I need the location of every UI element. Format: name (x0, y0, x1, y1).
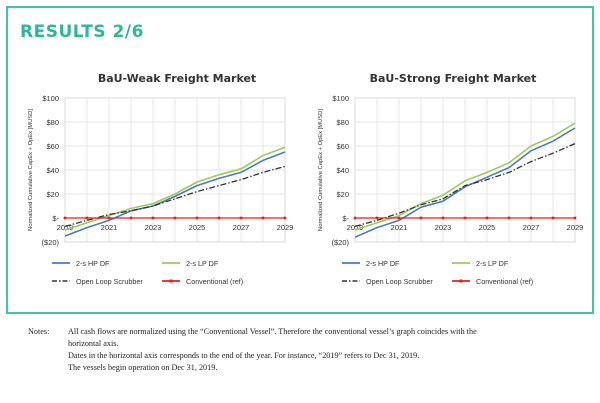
series-line-open-loop-scrubber (64, 165, 286, 228)
series-point-conventional-ref (463, 216, 467, 220)
series-point-conventional-ref (195, 216, 199, 220)
series-point-conventional-ref (173, 216, 177, 220)
y-tick-label: $100 (332, 94, 349, 103)
series-point-conventional-ref (573, 216, 577, 220)
y-axis-label: Normalized Cumulative CapEx + OpEx [MUSD… (318, 109, 324, 231)
y-tick-label: $60 (46, 142, 59, 151)
series-point-conventional-ref (85, 216, 89, 220)
legend-marker-conventional-ref (459, 279, 463, 283)
x-tick-label: 2025 (479, 223, 496, 232)
notes-label: Notes: (28, 327, 50, 336)
notes-line: Dates in the horizontal axis corresponds… (68, 351, 420, 360)
series-line-2-s-hp-df (64, 151, 286, 237)
x-tick-label: 2021 (391, 223, 408, 232)
series-point-conventional-ref (63, 216, 67, 220)
series-point-conventional-ref (397, 216, 401, 220)
notes-line: All cash flows are normalized using the … (68, 327, 477, 336)
y-tick-label: $40 (336, 166, 349, 175)
x-tick-label: 2029 (567, 223, 584, 232)
y-tick-label: $80 (46, 118, 59, 127)
y-tick-label: $20 (336, 190, 349, 199)
y-tick-label: ($20) (41, 238, 59, 247)
legend-label-conventional-ref: Conventional (ref) (476, 277, 533, 286)
series-point-conventional-ref (529, 216, 533, 220)
x-tick-label: 2023 (145, 223, 162, 232)
series-point-conventional-ref (217, 216, 221, 220)
series-point-conventional-ref (507, 216, 511, 220)
legend-label-2-s-lp-df: 2-s LP DF (186, 259, 219, 268)
series-line-2-s-hp-df (354, 127, 576, 238)
y-tick-label: ($20) (331, 238, 349, 247)
series-point-conventional-ref (151, 216, 155, 220)
legend-label-conventional-ref: Conventional (ref) (186, 277, 243, 286)
x-tick-label: 2019 (57, 223, 74, 232)
x-tick-label: 2027 (233, 223, 250, 232)
y-tick-label: $- (342, 214, 349, 223)
series-point-conventional-ref (239, 216, 243, 220)
legend-label-2-s-lp-df: 2-s LP DF (476, 259, 509, 268)
series-point-conventional-ref (107, 216, 111, 220)
series-point-conventional-ref (353, 216, 357, 220)
series-point-conventional-ref (375, 216, 379, 220)
x-tick-label: 2025 (189, 223, 206, 232)
y-tick-label: $80 (336, 118, 349, 127)
notes-line: horizontal axis. (68, 339, 119, 348)
y-tick-label: $40 (46, 166, 59, 175)
x-tick-label: 2029 (277, 223, 294, 232)
legend-label-2-s-hp-df: 2-s HP DF (76, 259, 110, 268)
series-point-conventional-ref (283, 216, 287, 220)
y-tick-label: $60 (336, 142, 349, 151)
series-line-open-loop-scrubber (354, 143, 576, 228)
chart-weak-freight: $100 $80 $60 $40 $20 $- ($20) 2019 2021 2023 2025 2… (28, 94, 294, 286)
notes-line: The vessels begin operation on Dec 31, 2… (68, 363, 218, 372)
x-tick-label: 2027 (523, 223, 540, 232)
chart-title-weak: BaU-Weak Freight Market (97, 72, 257, 85)
y-tick-label: $- (52, 214, 59, 223)
legend-label-2-s-hp-df: 2-s HP DF (366, 259, 400, 268)
legend-label-open-loop-scrubber: Open Loop Scrubber (76, 277, 143, 286)
y-tick-label: $100 (42, 94, 59, 103)
series-point-conventional-ref (261, 216, 265, 220)
legend-marker-conventional-ref (169, 279, 173, 283)
series-point-conventional-ref (485, 216, 489, 220)
series-point-conventional-ref (129, 216, 133, 220)
page-title: RESULTS 2/6 (20, 22, 144, 42)
series-point-conventional-ref (441, 216, 445, 220)
series-point-conventional-ref (419, 216, 423, 220)
y-axis-label: Normalized Cumulative CapEx + OpEx [MUSD… (28, 109, 34, 231)
legend-label-open-loop-scrubber: Open Loop Scrubber (366, 277, 433, 286)
x-tick-label: 2021 (101, 223, 118, 232)
notes-body: All cash flows are normalized using the … (68, 326, 588, 374)
x-tick-label: 2019 (347, 223, 364, 232)
chart-title-strong: BaU-Strong Freight Market (369, 72, 537, 85)
x-tick-label: 2023 (435, 223, 452, 232)
chart-strong-freight: $100 $80 $60 $40 $20 $- ($20) 2019 2021 2023 2025 2… (318, 94, 584, 286)
series-point-conventional-ref (551, 216, 555, 220)
y-tick-label: $20 (46, 190, 59, 199)
